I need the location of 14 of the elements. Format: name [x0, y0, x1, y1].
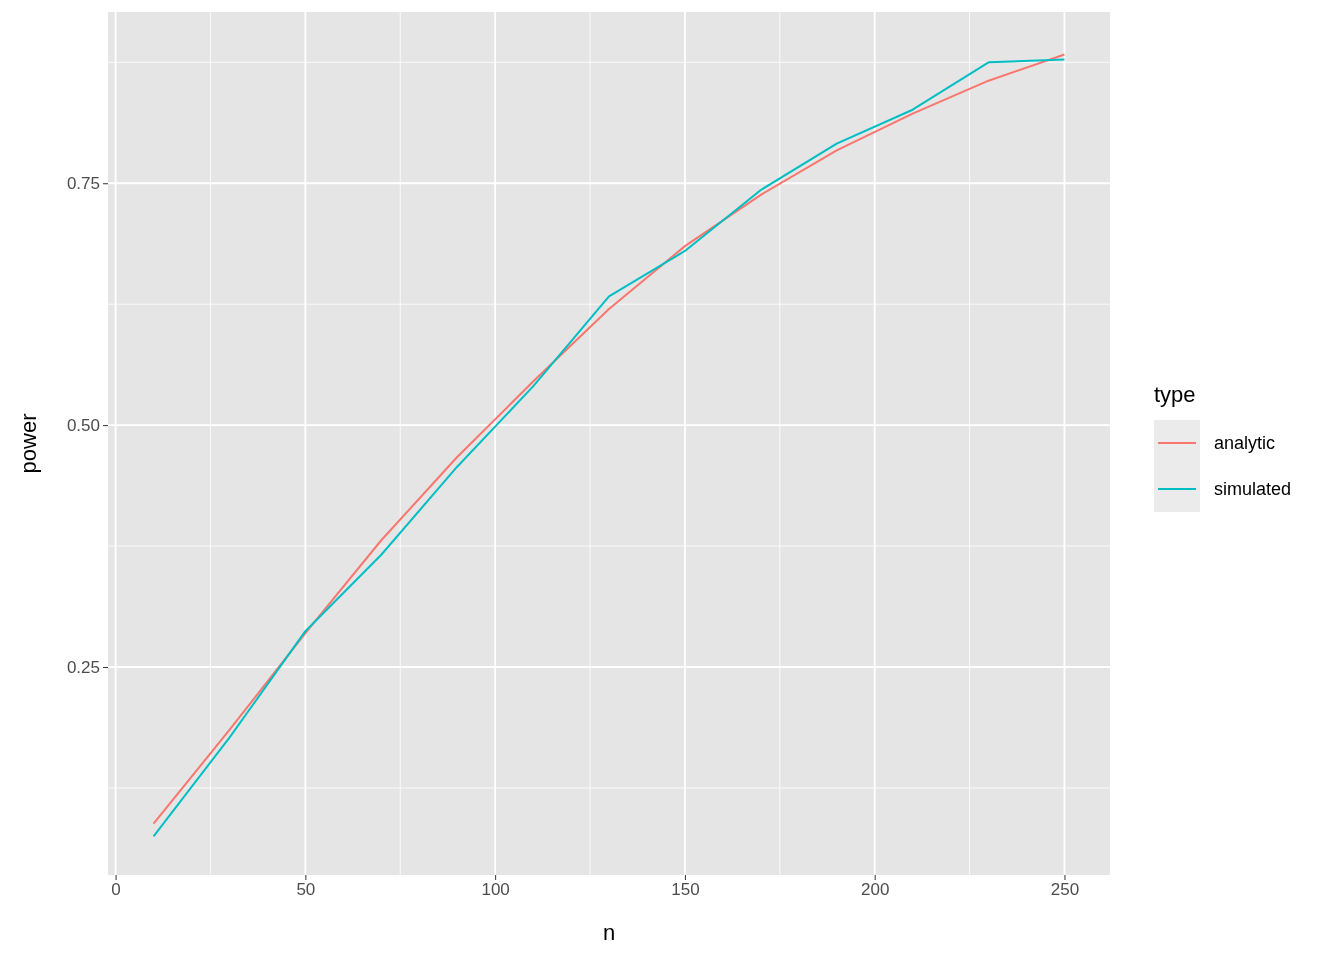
- y-tick-label: 0.25: [66, 657, 100, 677]
- y-tick-label: 0.50: [66, 416, 100, 436]
- y-tick-label: 0.75: [66, 174, 100, 194]
- x-tick-label: 250: [1050, 880, 1080, 900]
- x-tick-label: 50: [296, 880, 316, 900]
- x-tick-label: 100: [481, 880, 510, 900]
- legend-title: type: [1154, 382, 1196, 407]
- legend-label: analytic: [1214, 433, 1276, 453]
- x-tick-label: 150: [671, 880, 700, 900]
- legend-label: simulated: [1214, 479, 1292, 499]
- x-tick-label: 200: [860, 880, 890, 900]
- y-axis-title: power: [16, 413, 41, 474]
- x-axis-title: n: [602, 920, 616, 945]
- x-tick-label: 0: [111, 880, 121, 900]
